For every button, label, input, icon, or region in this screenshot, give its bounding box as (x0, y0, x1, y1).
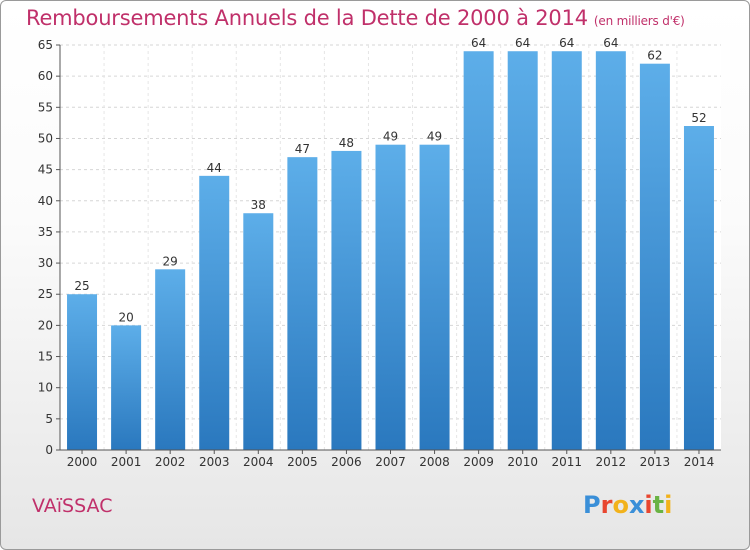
y-tick-label: 50 (38, 131, 53, 145)
logo-letter: t (652, 491, 665, 519)
logo-letter: o (612, 491, 629, 519)
bar-value-label: 64 (471, 36, 486, 50)
y-tick-label: 60 (38, 69, 53, 83)
x-tick-label: 2007 (375, 455, 406, 469)
y-tick-label: 45 (38, 163, 53, 177)
y-tick-label: 15 (38, 350, 53, 364)
bar-value-label: 64 (559, 36, 574, 50)
bar-2009 (463, 51, 494, 450)
bar-value-label: 49 (427, 130, 442, 144)
x-tick-label: 2013 (640, 455, 671, 469)
x-tick-label: 2010 (507, 455, 538, 469)
bar-2013 (639, 63, 670, 450)
bar-value-label: 38 (251, 198, 266, 212)
bar-2004 (243, 213, 274, 450)
bar-2007 (375, 144, 406, 450)
bar-value-label: 44 (207, 161, 222, 175)
chart-unit: (en milliers d'€) (593, 14, 685, 28)
bar-2006 (331, 150, 362, 450)
x-tick-label: 2003 (199, 455, 230, 469)
x-tick-label: 2011 (551, 455, 582, 469)
bar-value-label: 48 (339, 136, 354, 150)
chart-title: Remboursements Annuels de la Dette de 20… (26, 6, 685, 30)
chart-title-text: Remboursements Annuels de la Dette de 20… (26, 6, 588, 30)
x-tick-label: 2008 (419, 455, 450, 469)
y-tick-label: 65 (38, 38, 53, 52)
bar-value-label: 64 (603, 36, 618, 50)
logo-letter: i (664, 491, 673, 519)
bar-value-label: 49 (383, 130, 398, 144)
y-tick-label: 35 (38, 225, 53, 239)
bar-value-label: 29 (163, 254, 178, 268)
x-tick-label: 2005 (287, 455, 318, 469)
y-tick-label: 55 (38, 100, 53, 114)
x-tick-label: 2004 (243, 455, 274, 469)
x-tick-label: 2014 (684, 455, 715, 469)
bar-value-label: 52 (691, 111, 706, 125)
logo-letter: i (644, 491, 653, 519)
x-tick-label: 2002 (155, 455, 186, 469)
bar-2005 (287, 157, 318, 450)
y-tick-label: 40 (38, 194, 53, 208)
y-tick-label: 5 (45, 412, 53, 426)
y-tick-label: 25 (38, 287, 53, 301)
x-tick-label: 2006 (331, 455, 362, 469)
axes: 0 5 10 15 20 25 30 35 40 45 50 55 60 65 2000 2001 2002 20… (38, 38, 721, 469)
bar-2014 (683, 126, 714, 450)
bars: 25 20 29 44 38 47 48 49 49 64 64 64 64 62 52 (67, 36, 714, 450)
x-tick-label: 2001 (111, 455, 142, 469)
logo-letter: P (583, 491, 601, 519)
y-tick-label: 30 (38, 256, 53, 270)
logo-letter: r (600, 491, 613, 519)
proxiti-logo: Proxiti (583, 491, 672, 519)
town-name: VAïSSAC (32, 495, 113, 517)
logo-letter: x (628, 491, 645, 519)
bar-2012 (595, 51, 626, 450)
x-tick-label: 2009 (463, 455, 494, 469)
bar-value-label: 25 (74, 279, 89, 293)
bar-value-label: 62 (647, 49, 662, 63)
y-tick-label: 20 (38, 318, 53, 332)
bar-2001 (111, 325, 142, 450)
bar-value-label: 64 (515, 36, 530, 50)
bar-2002 (155, 269, 186, 450)
y-tick-label: 10 (38, 381, 53, 395)
bar-2008 (419, 144, 450, 450)
bar-2003 (199, 175, 230, 450)
bar-value-label: 47 (295, 142, 310, 156)
bar-2000 (67, 294, 98, 450)
y-tick-label: 0 (45, 443, 53, 457)
x-tick-label: 2000 (67, 455, 98, 469)
x-tick-label: 2012 (596, 455, 627, 469)
bar-value-label: 20 (118, 310, 133, 324)
bar-2010 (507, 51, 538, 450)
bar-2011 (551, 51, 582, 450)
